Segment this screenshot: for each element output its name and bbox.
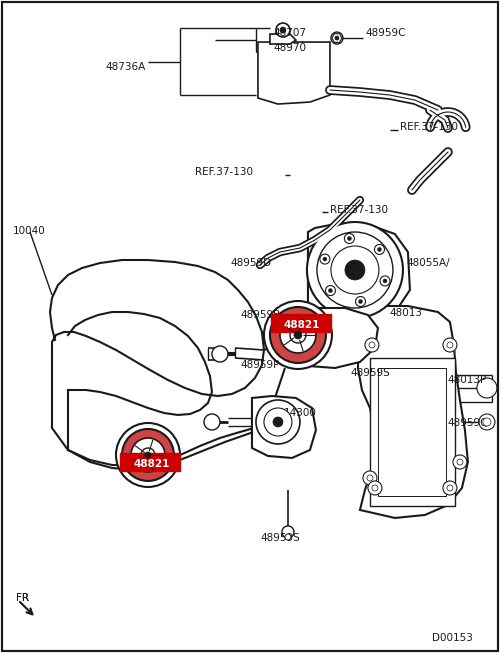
Circle shape <box>447 342 453 348</box>
Circle shape <box>317 232 393 308</box>
Text: 14300: 14300 <box>284 408 317 418</box>
Text: 48959B: 48959B <box>240 310 280 320</box>
Text: 48707: 48707 <box>273 28 306 38</box>
Text: 48959C: 48959C <box>365 28 406 38</box>
Circle shape <box>331 246 379 294</box>
Text: REF.37-130: REF.37-130 <box>400 122 458 132</box>
Circle shape <box>367 475 373 481</box>
Bar <box>370 358 455 506</box>
Circle shape <box>270 307 326 363</box>
Circle shape <box>372 485 378 491</box>
Circle shape <box>285 534 291 540</box>
Circle shape <box>294 331 302 339</box>
Circle shape <box>256 400 300 444</box>
Text: 48959S: 48959S <box>350 368 390 378</box>
Circle shape <box>122 429 174 481</box>
Circle shape <box>280 27 286 33</box>
Circle shape <box>363 471 377 485</box>
Circle shape <box>443 481 457 495</box>
Circle shape <box>326 285 336 296</box>
Circle shape <box>483 418 491 426</box>
Circle shape <box>273 417 283 427</box>
Text: 48970: 48970 <box>273 43 306 53</box>
Text: 48959S: 48959S <box>260 533 300 543</box>
Text: 48821: 48821 <box>284 320 320 330</box>
Polygon shape <box>270 34 296 44</box>
Circle shape <box>280 317 316 353</box>
Circle shape <box>264 408 292 436</box>
Circle shape <box>457 459 463 465</box>
Circle shape <box>374 244 384 255</box>
Polygon shape <box>308 223 410 318</box>
Circle shape <box>328 289 332 293</box>
Text: 10040: 10040 <box>13 226 46 236</box>
Text: FR: FR <box>16 593 29 603</box>
Circle shape <box>378 247 382 251</box>
Text: MITSUBISHI: MITSUBISHI <box>50 272 390 468</box>
Circle shape <box>276 23 290 37</box>
Text: FR: FR <box>16 593 29 603</box>
Circle shape <box>131 438 165 472</box>
Circle shape <box>369 342 375 348</box>
Text: 48821: 48821 <box>134 459 170 469</box>
Circle shape <box>212 346 228 362</box>
Text: 48055A/: 48055A/ <box>407 258 451 268</box>
Text: 48013: 48013 <box>390 308 423 318</box>
Polygon shape <box>332 34 342 42</box>
Polygon shape <box>258 42 330 104</box>
Polygon shape <box>358 306 468 518</box>
Text: 48959D: 48959D <box>230 258 271 268</box>
Circle shape <box>345 260 365 280</box>
Circle shape <box>368 481 382 495</box>
Polygon shape <box>252 396 316 458</box>
Circle shape <box>447 485 453 491</box>
Circle shape <box>282 526 294 538</box>
Circle shape <box>323 257 327 261</box>
Text: 48736A: 48736A <box>105 62 145 72</box>
Text: 48013P: 48013P <box>448 375 487 385</box>
Circle shape <box>358 300 362 304</box>
Circle shape <box>141 448 155 462</box>
Text: D00153: D00153 <box>432 633 473 643</box>
Circle shape <box>344 234 354 244</box>
Text: 48959P: 48959P <box>240 360 280 370</box>
Circle shape <box>331 32 343 44</box>
Circle shape <box>204 414 220 430</box>
Circle shape <box>383 279 387 283</box>
Circle shape <box>264 301 332 369</box>
Circle shape <box>479 414 495 430</box>
Circle shape <box>290 327 306 343</box>
Bar <box>378 368 446 496</box>
Bar <box>120 453 180 471</box>
Circle shape <box>443 338 457 352</box>
Circle shape <box>453 455 467 469</box>
Text: 48959Q: 48959Q <box>448 418 490 428</box>
Polygon shape <box>280 308 378 368</box>
Text: REF.37-130: REF.37-130 <box>330 205 388 215</box>
Circle shape <box>477 378 497 398</box>
Circle shape <box>365 338 379 352</box>
Circle shape <box>145 452 151 458</box>
Text: REF.37-130: REF.37-130 <box>195 167 253 177</box>
Circle shape <box>116 423 180 487</box>
Circle shape <box>335 36 339 40</box>
Circle shape <box>307 222 403 318</box>
Circle shape <box>320 254 330 264</box>
Circle shape <box>348 236 352 240</box>
Circle shape <box>356 296 366 306</box>
Bar <box>271 314 331 332</box>
Circle shape <box>380 276 390 286</box>
